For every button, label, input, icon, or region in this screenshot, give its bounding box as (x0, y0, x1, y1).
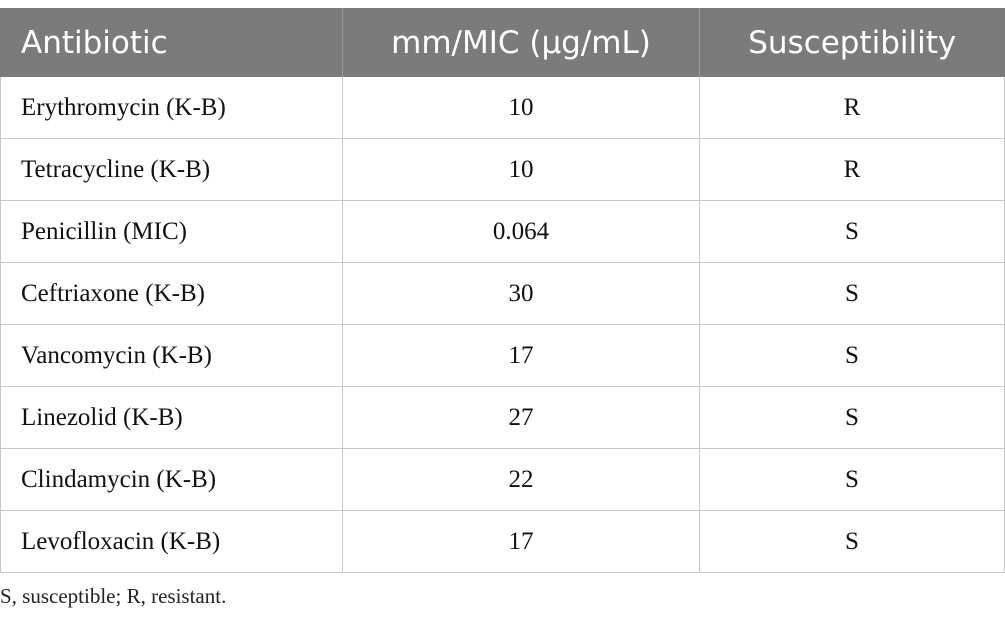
cell-antibiotic: Erythromycin (K-B) (0, 77, 343, 139)
cell-susceptibility: S (699, 262, 1005, 325)
cell-susceptibility: S (699, 510, 1005, 573)
cell-antibiotic: Vancomycin (K-B) (0, 324, 343, 387)
cell-antibiotic: Linezolid (K-B) (0, 386, 343, 449)
table-row: Clindamycin (K-B) 22 S (0, 448, 1005, 511)
table-row: Erythromycin (K-B) 10 R (0, 77, 1005, 139)
header-row: Antibiotic mm/MIC (µg/mL) Susceptibility (0, 8, 1005, 77)
cell-value: 27 (342, 386, 700, 449)
table-row: Tetracycline (K-B) 10 R (0, 138, 1005, 201)
header-susceptibility: Susceptibility (699, 8, 1005, 77)
cell-value: 10 (342, 138, 700, 201)
susceptibility-table-container: Antibiotic mm/MIC (µg/mL) Susceptibility… (0, 8, 1005, 573)
header-antibiotic: Antibiotic (0, 8, 343, 77)
cell-value: 17 (342, 324, 700, 387)
cell-antibiotic: Ceftriaxone (K-B) (0, 262, 343, 325)
cell-value: 0.064 (342, 200, 700, 263)
cell-susceptibility: R (699, 138, 1005, 201)
table-row: Levofloxacin (K-B) 17 S (0, 510, 1005, 573)
susceptibility-table: Antibiotic mm/MIC (µg/mL) Susceptibility… (0, 8, 1005, 573)
cell-susceptibility: R (699, 77, 1005, 139)
cell-antibiotic: Tetracycline (K-B) (0, 138, 343, 201)
cell-antibiotic: Levofloxacin (K-B) (0, 510, 343, 573)
table-row: Ceftriaxone (K-B) 30 S (0, 262, 1005, 325)
cell-susceptibility: S (699, 386, 1005, 449)
cell-susceptibility: S (699, 448, 1005, 511)
cell-susceptibility: S (699, 324, 1005, 387)
cell-antibiotic: Clindamycin (K-B) (0, 448, 343, 511)
cell-antibiotic: Penicillin (MIC) (0, 200, 343, 263)
cell-value: 17 (342, 510, 700, 573)
table-footnote: S, susceptible; R, resistant. (0, 584, 227, 608)
cell-susceptibility: S (699, 200, 1005, 263)
cell-value: 22 (342, 448, 700, 511)
cell-value: 30 (342, 262, 700, 325)
table-row: Vancomycin (K-B) 17 S (0, 324, 1005, 387)
table-row: Penicillin (MIC) 0.064 S (0, 200, 1005, 263)
table-row: Linezolid (K-B) 27 S (0, 386, 1005, 449)
header-mm-mic: mm/MIC (µg/mL) (342, 8, 700, 77)
cell-value: 10 (342, 77, 700, 139)
table-header: Antibiotic mm/MIC (µg/mL) Susceptibility (0, 8, 1005, 77)
table-body: Erythromycin (K-B) 10 R Tetracycline (K-… (0, 77, 1005, 573)
